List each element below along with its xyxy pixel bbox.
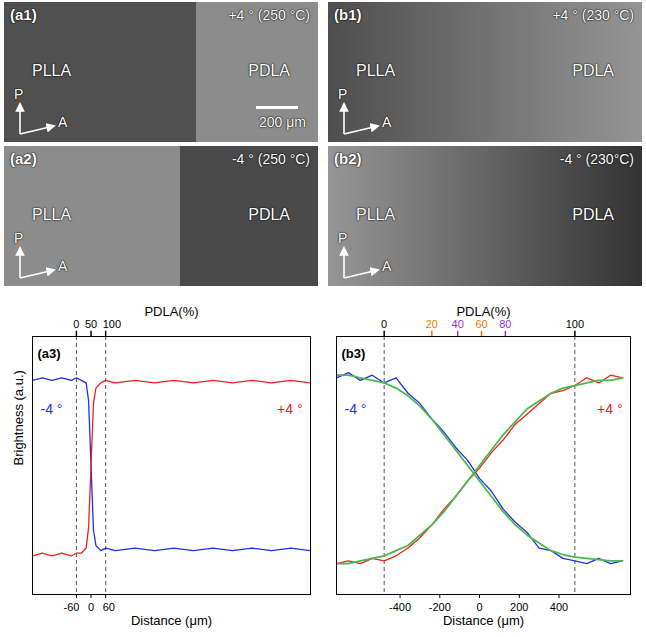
svg-text:0: 0 [88,601,94,613]
html-text:A: A [382,258,392,274]
html-text:+4 ° (230 °C): +4 ° (230 °C) [552,7,634,23]
svg-text:Distance (μm): Distance (μm) [443,613,524,628]
html-text:PDLA: PDLA [572,206,614,223]
html-text:P: P [338,230,348,246]
svg-text:-60: -60 [63,601,79,613]
html-text:-4 ° (250 °C): -4 ° (250 °C) [231,151,310,167]
svg-text:-4 °: -4 ° [41,401,63,417]
svg-text:Distance (μm): Distance (μm) [131,613,212,628]
html-text:PLLA: PLLA [356,62,396,79]
svg-text:0: 0 [73,318,79,330]
html-text:(b2): (b2) [334,150,362,167]
svg-text:(a3): (a3) [38,346,61,361]
svg-text:-200: -200 [429,601,451,613]
svg-text:PDLA(%): PDLA(%) [144,304,198,319]
svg-text:60: 60 [475,318,487,330]
svg-text:80: 80 [499,318,511,330]
html-text:P: P [14,230,24,246]
svg-text:50: 50 [85,318,97,330]
svg-text:PDLA(%): PDLA(%) [456,304,510,319]
svg-text:Brightness (a.u.): Brightness (a.u.) [11,370,26,465]
html-text:PDLA: PDLA [572,62,614,79]
svg-text:+4 °: +4 ° [277,401,302,417]
html-text:P: P [14,86,24,102]
html-text:(a2): (a2) [10,150,37,167]
html-text:200 μm: 200 μm [259,114,306,130]
html-text:PLLA: PLLA [32,206,72,223]
html-text:PLLA: PLLA [32,62,72,79]
html-text:A: A [58,114,68,130]
html-text:PDLA: PDLA [248,62,290,79]
html-text:P: P [338,86,348,102]
svg-text:100: 100 [566,318,584,330]
svg-text:(b3): (b3) [342,346,366,361]
html-text:-4 ° (230°C): -4 ° (230°C) [559,151,634,167]
svg-text:-400: -400 [389,601,411,613]
html-text:(a1): (a1) [10,6,37,23]
html-text:A: A [382,114,392,130]
svg-text:40: 40 [452,318,464,330]
svg-text:200: 200 [510,601,528,613]
svg-text:100: 100 [103,318,121,330]
svg-text:+4 °: +4 ° [597,401,622,417]
html-text:(b1): (b1) [334,6,362,23]
svg-text:20: 20 [426,318,438,330]
svg-text:-4 °: -4 ° [345,401,367,417]
svg-text:0: 0 [381,318,387,330]
html-text:PDLA: PDLA [248,206,290,223]
svg-text:60: 60 [103,601,115,613]
html-text:+4 ° (250 °C): +4 ° (250 °C) [228,7,310,23]
html-text:A: A [58,258,68,274]
html-text:PLLA: PLLA [356,206,396,223]
svg-text:0: 0 [476,601,482,613]
svg-text:400: 400 [550,601,568,613]
